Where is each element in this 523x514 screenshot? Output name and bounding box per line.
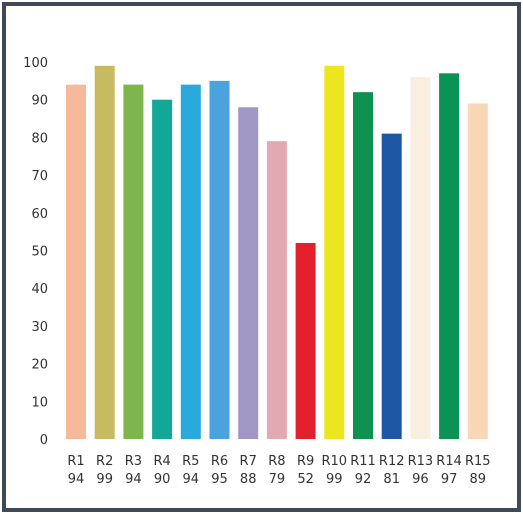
bar-r12 [381,133,402,439]
x-tick-label: R2 [96,454,113,469]
data-label: 90 [154,472,171,487]
data-label: 94 [183,472,200,487]
x-tick-label: R11 [350,454,376,469]
data-label: 95 [211,472,228,487]
bar-r10 [324,65,345,439]
x-tick-label: R5 [182,454,199,469]
bar-r14 [439,73,460,439]
x-tick-label: R7 [240,454,257,469]
x-tick-label: R15 [465,454,491,469]
y-tick-label: 70 [31,169,48,184]
x-tick-label: R1 [67,454,84,469]
data-label: 81 [383,472,400,487]
x-tick-label: R9 [297,454,314,469]
data-label: 97 [441,472,458,487]
data-label: 96 [412,472,429,487]
y-tick-label: 30 [31,320,48,335]
bar-r5 [180,84,201,440]
bar-r11 [353,92,373,439]
x-tick-label: R8 [268,454,285,469]
y-tick-label: 90 [31,94,48,109]
bar-r2 [94,65,115,439]
x-tick-label: R12 [379,454,405,469]
x-tick-label: R13 [408,454,434,469]
y-tick-label: 80 [31,131,48,146]
data-label: 52 [297,472,314,487]
bar-r13 [410,77,431,439]
data-label: 99 [326,472,343,487]
bar-r6 [209,80,230,439]
data-label: 99 [96,472,113,487]
bar-r15 [467,103,488,439]
bar-r8 [266,141,287,440]
data-label: 79 [269,472,286,487]
data-label: 92 [355,472,372,487]
y-tick-label: 0 [40,433,48,448]
y-tick-label: 60 [31,207,48,222]
bar-r3 [123,84,144,440]
y-tick-label: 40 [31,282,48,297]
y-tick-label: 20 [31,358,48,373]
x-tick-label: R3 [125,454,142,469]
data-label: 88 [240,472,257,487]
bar-r9 [295,242,316,439]
bar-chart: 0 10 20 30 40 50 60 70 80 90 100 R1 94 R2 99 R3 94 R4 90 R5… [23,56,491,487]
y-tick-label: 10 [31,395,48,410]
x-tick-label: R4 [153,454,170,469]
bar-r1 [66,84,86,440]
data-label: 94 [125,472,142,487]
y-tick-label: 50 [31,245,48,260]
bar-r4 [152,99,173,439]
x-tick-label: R10 [322,454,348,469]
x-tick-label: R6 [211,454,228,469]
data-label: 89 [470,472,487,487]
y-tick-label: 100 [23,56,48,71]
x-tick-label: R14 [436,454,462,469]
data-label: 94 [68,472,85,487]
bar-r7 [238,107,259,440]
